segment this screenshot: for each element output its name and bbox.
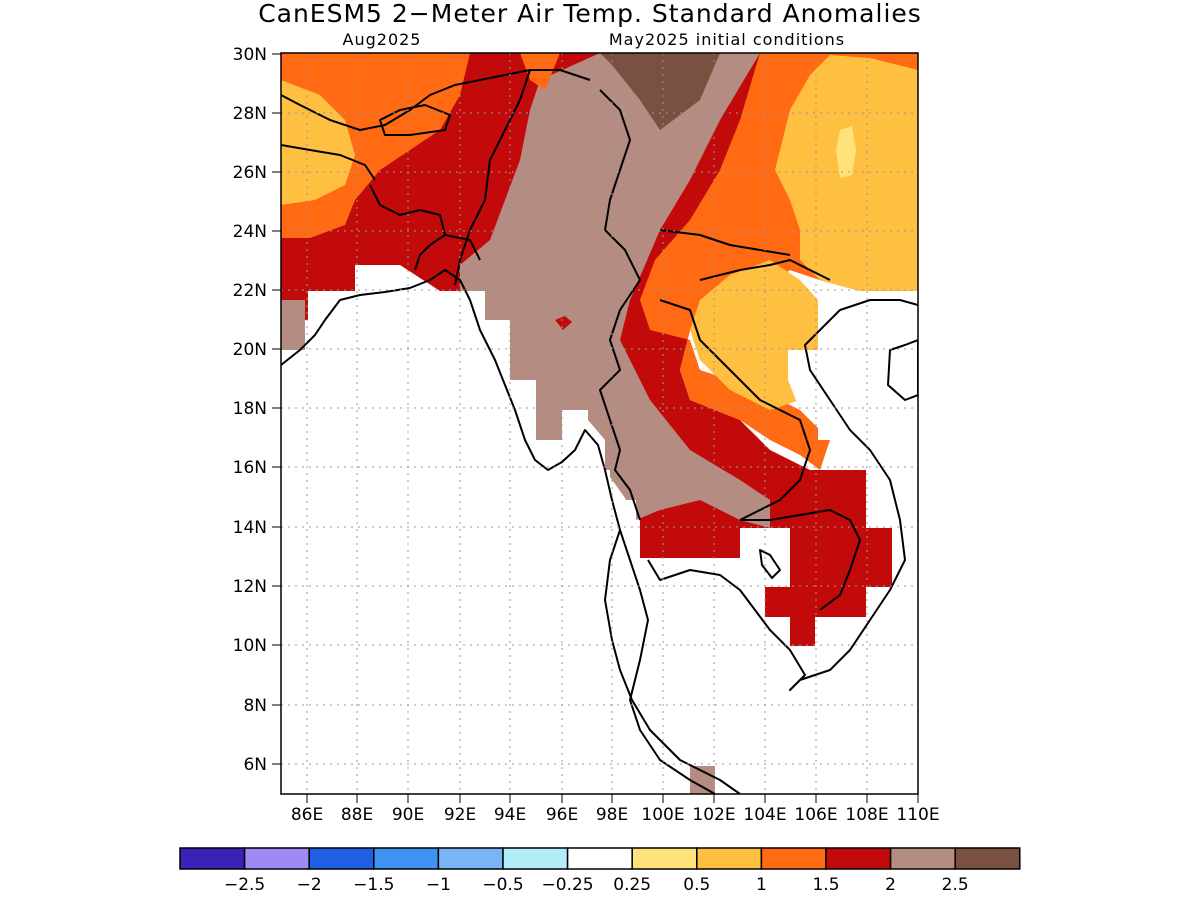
lon-label: 90E <box>392 805 424 825</box>
lon-label: 110E <box>896 805 939 825</box>
colorbar-swatch <box>243 847 310 870</box>
colorbar-label: 2 <box>885 875 896 895</box>
lat-label: 14N <box>233 518 267 538</box>
lon-label: 102E <box>692 805 735 825</box>
anomaly-region-orange-west <box>281 53 560 238</box>
colorbar-label: −1 <box>426 875 451 895</box>
axis-ticks <box>272 53 919 803</box>
colorbar-label: 2.5 <box>942 875 969 895</box>
colorbar <box>179 847 1021 870</box>
lat-label: 8N <box>243 696 267 716</box>
border-myanmar-west <box>454 69 531 286</box>
map-title: CanESM5 2−Meter Air Temp. Standard Anoma… <box>258 0 922 28</box>
colorbar-swatch <box>502 847 569 870</box>
border-nepal-south <box>281 144 376 181</box>
lon-label: 98E <box>596 805 628 825</box>
colorbar-swatch <box>566 847 633 870</box>
longitude-labels: 86E 88E 90E 92E 94E 96E 98E 100E 102E 10… <box>291 805 940 825</box>
border-bhutan <box>379 104 451 136</box>
border-china-vietnam <box>659 229 791 256</box>
lat-label: 26N <box>233 163 267 183</box>
lat-label: 28N <box>233 104 267 124</box>
lat-label: 12N <box>233 577 267 597</box>
lat-label: 6N <box>243 755 267 775</box>
lat-label: 24N <box>233 222 267 242</box>
lat-label: 20N <box>233 340 267 360</box>
missing-data-mask <box>281 291 918 794</box>
anomaly-region-brown <box>600 53 720 130</box>
colorbar-label: 1 <box>756 875 767 895</box>
border-myanmar-east <box>599 89 641 521</box>
tonle-sap-lake <box>759 549 781 579</box>
lon-label: 104E <box>743 805 786 825</box>
lon-label: 88E <box>341 805 373 825</box>
colorbar-label: 0.25 <box>613 875 651 895</box>
anomaly-region-gold-east <box>690 55 918 410</box>
colorbar-swatch <box>760 847 827 870</box>
border-laos <box>659 299 811 521</box>
lon-label: 92E <box>444 805 476 825</box>
lon-label: 94E <box>494 805 526 825</box>
anomaly-spot-central <box>555 316 572 330</box>
border-vietnam-laos <box>699 259 831 281</box>
colorbar-swatch <box>889 847 956 870</box>
graticule <box>281 53 918 794</box>
colorbar-swatch <box>373 847 440 870</box>
colorbar-label: −2 <box>297 875 322 895</box>
colorbar-swatch <box>631 847 698 870</box>
border-himalaya <box>281 69 591 131</box>
lat-label: 18N <box>233 399 267 419</box>
colorbar-swatch <box>696 847 763 870</box>
colorbar-swatch <box>308 847 375 870</box>
anomaly-region-taupe <box>281 53 770 528</box>
lon-label: 100E <box>641 805 684 825</box>
lat-label: 22N <box>233 281 267 301</box>
border-bangladesh <box>369 184 481 271</box>
colorbar-swatch <box>954 847 1021 870</box>
plot-frame <box>280 52 919 795</box>
lat-label: 30N <box>233 45 267 65</box>
anomaly-region-lightyellow <box>836 126 856 178</box>
initial-conditions-label: May2025 initial conditions <box>609 30 845 49</box>
colorbar-label: −1.5 <box>353 875 394 895</box>
colorbar-label: −2.5 <box>224 875 265 895</box>
colorbar-swatch <box>179 847 246 870</box>
valid-month-label: Aug2025 <box>343 30 422 49</box>
colorbar-labels: −2.5 −2 −1.5 −1 −0.5 −0.25 0.25 0.5 1 1.… <box>224 875 969 895</box>
bay-of-bengal-coast <box>281 269 716 794</box>
anomaly-region-gold-west <box>281 80 355 205</box>
latitude-labels: 30N 28N 26N 24N 22N 20N 18N 16N 14N 12N … <box>233 45 267 775</box>
lon-label: 106E <box>794 805 837 825</box>
anomaly-field <box>281 53 918 794</box>
lon-label: 108E <box>845 805 888 825</box>
colorbar-label: −0.5 <box>482 875 523 895</box>
colorbar-swatch <box>437 847 504 870</box>
colorbar-swatch <box>825 847 892 870</box>
lon-label: 96E <box>546 805 578 825</box>
border-thailand-cambodia <box>740 509 861 611</box>
lat-label: 16N <box>233 458 267 478</box>
colorbar-label: 1.5 <box>812 875 839 895</box>
colorbar-label: −0.25 <box>542 875 594 895</box>
coastlines-and-borders <box>281 69 918 794</box>
hainan-coast <box>887 339 918 401</box>
andaman-sea-coast <box>604 529 741 794</box>
colorbar-label: 0.5 <box>683 875 710 895</box>
lat-label: 10N <box>233 636 267 656</box>
gulf-of-thailand-coast <box>647 299 918 691</box>
lon-label: 86E <box>291 805 323 825</box>
